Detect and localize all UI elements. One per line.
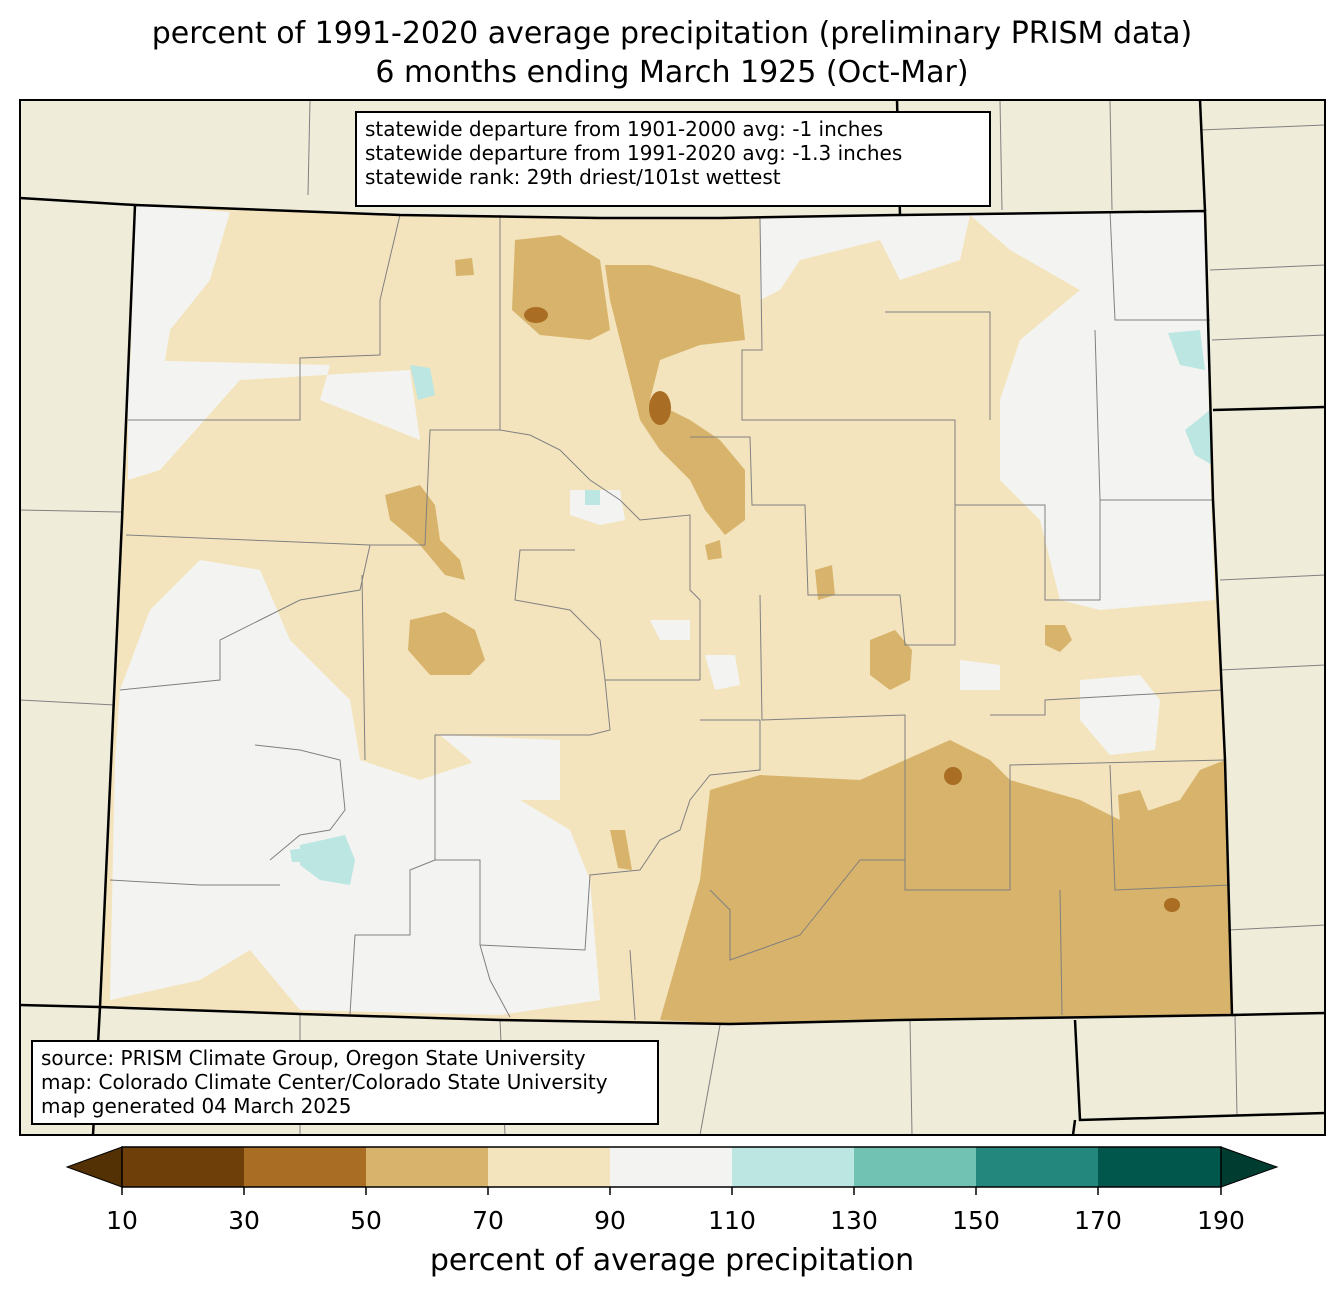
colorbar-outline [121, 1146, 1222, 1188]
colorbar-tick-label: 170 [1074, 1206, 1122, 1235]
map-frame [19, 99, 1326, 1136]
colorbar-over-arrow [1220, 1146, 1279, 1188]
colorbar [65, 1146, 1279, 1195]
county-boundaries [109, 210, 1231, 1021]
source-box: source: PRISM Climate Group, Oregon Stat… [31, 1040, 659, 1125]
map-title-line1: percent of 1991-2020 average precipitati… [151, 16, 1193, 51]
colorbar-bin [122, 1147, 244, 1187]
colorbar-bin [976, 1147, 1098, 1187]
colorbar-tick-label: 30 [228, 1206, 260, 1235]
colorbar-tick-label: 110 [708, 1206, 756, 1235]
source-line-prism: source: PRISM Climate Group, Oregon Stat… [41, 1046, 586, 1070]
source-line-map: map: Colorado Climate Center/Colorado St… [41, 1070, 608, 1094]
stats-line-1901-2000: statewide departure from 1901-2000 avg: … [365, 117, 884, 141]
colorbar-bin [610, 1147, 732, 1187]
colorbar-ticks [121, 1187, 1222, 1195]
colorbar-bin [488, 1147, 610, 1187]
very-dry-areas [524, 307, 1180, 912]
colorbar-under-arrow [65, 1146, 123, 1188]
source-line-generated: map generated 04 March 2025 [41, 1094, 352, 1118]
colorbar-tick-label: 150 [952, 1206, 1000, 1235]
colorbar-title: percent of average precipitation [429, 1243, 915, 1278]
statewide-stats-box: statewide departure from 1901-2000 avg: … [355, 111, 991, 207]
stats-line-1991-2020: statewide departure from 1991-2020 avg: … [365, 141, 903, 165]
colorbar-bin [244, 1147, 366, 1187]
colorbar-bin [732, 1147, 854, 1187]
colorbar-tick-label: 90 [594, 1206, 626, 1235]
colorbar-tick-label: 10 [106, 1206, 138, 1235]
colorbar-tick-label: 70 [472, 1206, 504, 1235]
map-title-line2: 6 months ending March 1925 (Oct-Mar) [375, 55, 969, 90]
near-normal-areas [110, 205, 1215, 1015]
above-normal-areas [290, 330, 1212, 885]
colorbar-bin [854, 1147, 976, 1187]
colorbar-tick-label: 130 [830, 1206, 878, 1235]
colorbar-tick-label: 190 [1197, 1206, 1245, 1235]
colorbar-tick-label: 50 [350, 1206, 382, 1235]
colorbar-bin [1098, 1147, 1221, 1187]
colorbar-bin [366, 1147, 488, 1187]
stats-line-rank: statewide rank: 29th driest/101st wettes… [365, 165, 781, 189]
